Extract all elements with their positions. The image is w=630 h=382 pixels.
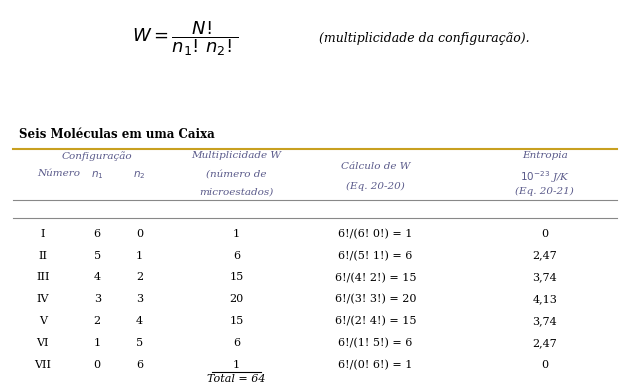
Text: 6!/(0! 6!) = 1: 6!/(0! 6!) = 1 (338, 360, 413, 371)
Text: 4: 4 (94, 272, 101, 282)
Text: $W = \dfrac{N!}{n_1!\, n_2!}$: $W = \dfrac{N!}{n_1!\, n_2!}$ (132, 19, 238, 58)
Text: Multiplicidade W: Multiplicidade W (192, 151, 282, 160)
Text: VII: VII (35, 360, 51, 370)
Text: (número de: (número de (206, 169, 266, 178)
Text: 6: 6 (233, 251, 240, 261)
Text: 6!/(4! 2!) = 15: 6!/(4! 2!) = 15 (335, 272, 416, 283)
Text: 1: 1 (233, 228, 240, 239)
Text: IV: IV (37, 295, 49, 304)
Text: 3: 3 (94, 295, 101, 304)
Text: 6!/(5! 1!) = 6: 6!/(5! 1!) = 6 (338, 251, 413, 261)
Text: (multiplicidade da configuração).: (multiplicidade da configuração). (319, 32, 529, 45)
Text: $n_2$: $n_2$ (134, 169, 146, 181)
Text: 6: 6 (94, 228, 101, 239)
Text: 6!/(3! 3!) = 20: 6!/(3! 3!) = 20 (335, 295, 416, 305)
Text: 3,74: 3,74 (532, 316, 557, 326)
Text: 0: 0 (541, 228, 548, 239)
Text: 6!/(2! 4!) = 15: 6!/(2! 4!) = 15 (335, 316, 416, 327)
Text: 2,47: 2,47 (532, 338, 557, 348)
Text: 2,47: 2,47 (532, 251, 557, 261)
Text: 6!/(6! 0!) = 1: 6!/(6! 0!) = 1 (338, 228, 413, 239)
Text: Configuração: Configuração (62, 151, 132, 161)
Text: I: I (40, 228, 45, 239)
Text: 0: 0 (136, 228, 143, 239)
Text: 15: 15 (229, 316, 244, 326)
Text: microestados): microestados) (199, 187, 273, 196)
Text: 6: 6 (233, 338, 240, 348)
Text: 2: 2 (136, 272, 143, 282)
Text: 5: 5 (136, 338, 143, 348)
Text: II: II (38, 251, 47, 261)
Text: 6!/(1! 5!) = 6: 6!/(1! 5!) = 6 (338, 338, 413, 348)
Text: 2: 2 (94, 316, 101, 326)
Text: $n_1$: $n_1$ (91, 169, 103, 181)
Text: 4,13: 4,13 (532, 295, 558, 304)
Text: (Eq. 20-21): (Eq. 20-21) (515, 187, 574, 196)
Text: Número: Número (37, 169, 80, 178)
Text: $10^{-23}$ J/K: $10^{-23}$ J/K (520, 169, 570, 185)
Text: Total = 64: Total = 64 (207, 374, 266, 382)
Text: 20: 20 (229, 295, 244, 304)
Text: 1: 1 (94, 338, 101, 348)
Text: 3,74: 3,74 (532, 272, 557, 282)
Text: 15: 15 (229, 272, 244, 282)
Text: Tabela 20-1: Tabela 20-1 (265, 95, 365, 109)
Text: Cálculo de W: Cálculo de W (341, 162, 410, 171)
Text: 1: 1 (233, 360, 240, 370)
Text: 1: 1 (136, 251, 143, 261)
Text: 0: 0 (541, 360, 548, 370)
Text: 0: 0 (94, 360, 101, 370)
Text: III: III (36, 272, 50, 282)
Text: 3: 3 (136, 295, 143, 304)
Text: Seis Moléculas em uma Caixa: Seis Moléculas em uma Caixa (19, 128, 214, 141)
Text: 5: 5 (94, 251, 101, 261)
Text: 6: 6 (136, 360, 143, 370)
Text: (Eq. 20-20): (Eq. 20-20) (346, 182, 405, 191)
Text: Entropia: Entropia (522, 151, 568, 160)
Text: V: V (39, 316, 47, 326)
Text: 4: 4 (136, 316, 143, 326)
Text: VI: VI (37, 338, 49, 348)
